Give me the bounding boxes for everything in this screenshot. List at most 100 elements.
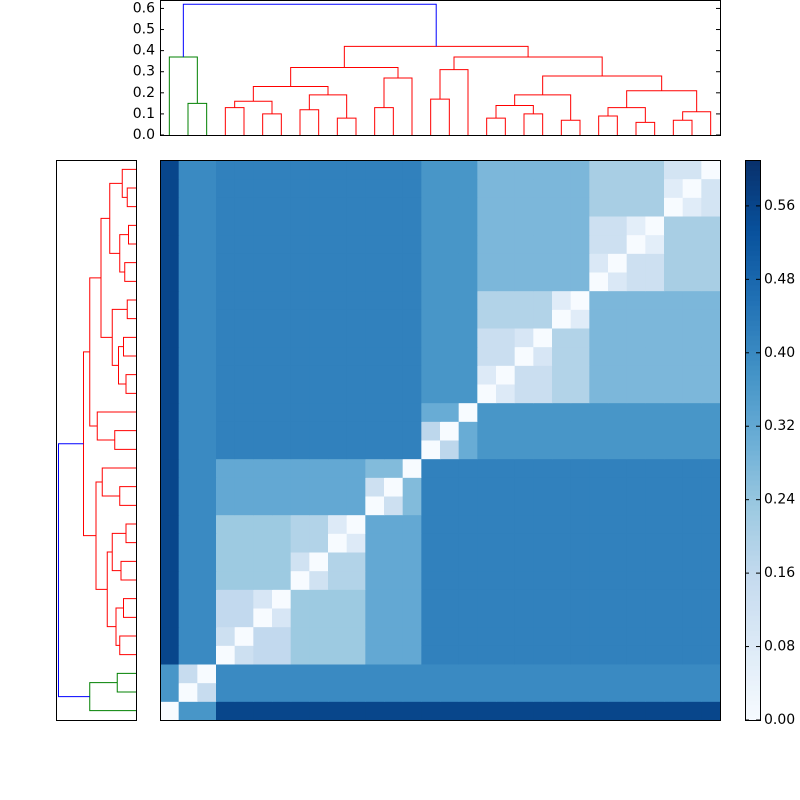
heatmap-cell: [197, 290, 217, 310]
heatmap-cell: [365, 402, 385, 422]
heatmap-cell: [178, 664, 198, 684]
heatmap-cell: [402, 160, 422, 180]
heatmap-cell: [216, 160, 236, 180]
heatmap-cell: [589, 197, 609, 217]
heatmap-cell: [272, 253, 292, 273]
heatmap-cell: [160, 365, 180, 385]
heatmap-cell: [328, 384, 348, 404]
heatmap-cell: [533, 645, 553, 665]
heatmap-cell: [440, 216, 460, 236]
heatmap-cell: [514, 421, 534, 441]
heatmap-cell: [552, 440, 572, 460]
colorbar-swatch: [745, 365, 760, 371]
heatmap-cell: [328, 272, 348, 292]
heatmap-cell: [514, 384, 534, 404]
heatmap-cell: [253, 365, 273, 385]
heatmap-cell: [608, 272, 628, 292]
heatmap-cell: [682, 682, 702, 702]
heatmap-cell: [458, 178, 478, 198]
heatmap-cell: [440, 384, 460, 404]
heatmap-cell: [514, 253, 534, 273]
heatmap-cell: [608, 234, 628, 254]
heatmap-cell: [682, 365, 702, 385]
heatmap-cell: [701, 234, 721, 254]
heatmap-cell: [346, 701, 366, 721]
heatmap-cell: [458, 608, 478, 628]
heatmap-cell: [626, 514, 646, 534]
heatmap-cell: [290, 626, 310, 646]
heatmap-cell: [477, 682, 497, 702]
heatmap-cell: [682, 421, 702, 441]
heatmap-cell: [253, 570, 273, 590]
heatmap-cell: [477, 514, 497, 534]
heatmap-cell: [178, 253, 198, 273]
heatmap-cell: [626, 197, 646, 217]
heatmap-cell: [272, 608, 292, 628]
colorbar-swatch: [745, 220, 760, 226]
heatmap-cell: [328, 365, 348, 385]
heatmap-cell: [701, 290, 721, 310]
heatmap-cell: [328, 421, 348, 441]
heatmap-cell: [421, 309, 441, 329]
heatmap-cell: [440, 178, 460, 198]
colorbar-swatch: [745, 645, 760, 651]
top-dendrogram-link: [682, 111, 712, 135]
colorbar-swatch: [745, 495, 760, 501]
heatmap-cell: [234, 570, 254, 590]
heatmap-cell: [234, 533, 254, 553]
heatmap-cell: [290, 496, 310, 516]
heatmap-cell: [552, 421, 572, 441]
heatmap-cell: [290, 309, 310, 329]
heatmap-cell: [290, 552, 310, 572]
heatmap-cell: [589, 701, 609, 721]
heatmap-cell: [701, 645, 721, 665]
heatmap-cell: [496, 346, 516, 366]
heatmap-cell: [664, 701, 684, 721]
heatmap-cell: [178, 589, 198, 609]
y-tick-label: 0.3: [133, 64, 155, 80]
heatmap-cell: [514, 458, 534, 478]
heatmap-cell: [682, 272, 702, 292]
colorbar-swatch: [745, 545, 760, 551]
heatmap-cell: [272, 197, 292, 217]
heatmap-cell: [701, 608, 721, 628]
heatmap-cell: [234, 253, 254, 273]
colorbar-swatch: [745, 460, 760, 466]
heatmap-cell: [589, 645, 609, 665]
heatmap-cell: [552, 384, 572, 404]
heatmap-cell: [346, 328, 366, 348]
heatmap-cell: [421, 290, 441, 310]
colorbar-swatch: [745, 695, 760, 701]
heatmap-cell: [365, 384, 385, 404]
heatmap-cell: [309, 421, 329, 441]
colorbar-tick-label: 0.16: [764, 565, 795, 581]
heatmap-cell: [664, 552, 684, 572]
heatmap-cell: [664, 365, 684, 385]
heatmap-cell: [701, 421, 721, 441]
heatmap-cell: [645, 160, 665, 180]
heatmap-cell: [701, 197, 721, 217]
heatmap-cell: [365, 626, 385, 646]
heatmap-cell: [682, 608, 702, 628]
heatmap-cell: [477, 645, 497, 665]
heatmap-cell: [309, 234, 329, 254]
heatmap-cell: [253, 421, 273, 441]
left-dendrogram-link: [96, 411, 136, 441]
heatmap-cell: [552, 197, 572, 217]
heatmap-cell: [328, 645, 348, 665]
colorbar-swatch: [745, 210, 760, 216]
heatmap-cell: [402, 626, 422, 646]
heatmap-cell: [178, 402, 198, 422]
colorbar-swatch: [745, 500, 760, 506]
heatmap-cell: [664, 440, 684, 460]
heatmap-cell: [533, 328, 553, 348]
heatmap-cell: [589, 626, 609, 646]
heatmap-cell: [477, 197, 497, 217]
heatmap-cell: [253, 402, 273, 422]
heatmap-cell: [421, 701, 441, 721]
heatmap-cell: [533, 402, 553, 422]
heatmap-cell: [533, 421, 553, 441]
heatmap-cell: [440, 682, 460, 702]
heatmap-cell: [178, 216, 198, 236]
heatmap-cell: [402, 197, 422, 217]
